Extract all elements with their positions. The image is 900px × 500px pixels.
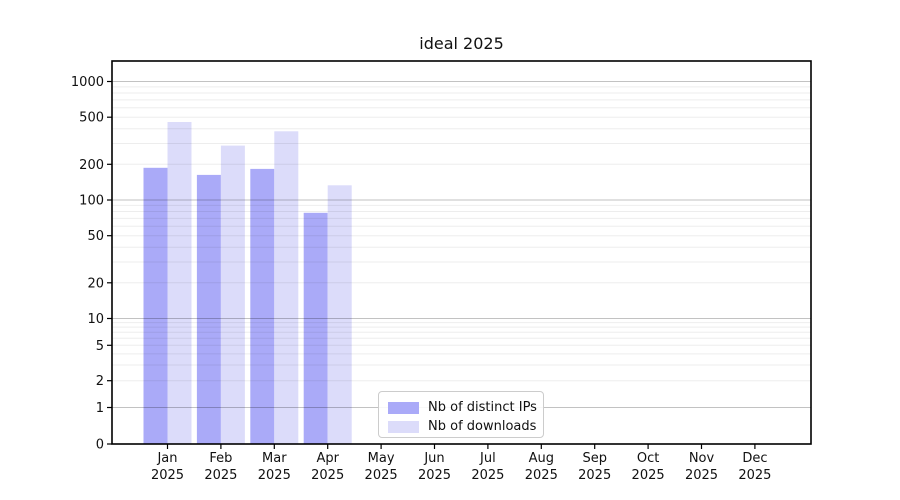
y-tick-label: 100 [79, 194, 104, 209]
bar-downloads-jan [167, 122, 192, 444]
x-tick-label-year: 2025 [525, 468, 558, 483]
y-tick-label: 50 [87, 229, 104, 244]
x-tick-label-month: Nov [689, 451, 715, 466]
bar-distinct-ips-feb [196, 174, 221, 444]
x-tick-label-month: Oct [637, 451, 659, 466]
x-tick-label-month: Dec [742, 451, 767, 466]
legend-swatch-downloads [388, 420, 419, 433]
x-tick-label-year: 2025 [258, 468, 291, 483]
bar-downloads-apr [327, 185, 352, 445]
y-tick-label: 500 [79, 111, 104, 126]
x-tick-label-month: Jun [423, 451, 444, 466]
x-tick-label-month: Jul [479, 451, 496, 466]
bar-distinct-ips-jan [143, 167, 168, 445]
bar-distinct-ips-apr [303, 212, 328, 444]
y-tick-label: 1000 [71, 75, 104, 90]
y-tick-label: 5 [96, 339, 104, 354]
x-tick-label-year: 2025 [632, 468, 665, 483]
x-tick-label-year: 2025 [685, 468, 718, 483]
legend-label-downloads: Nb of downloads [428, 419, 537, 434]
bar-downloads-mar [274, 131, 299, 445]
x-tick-label-month: Feb [209, 451, 232, 466]
x-tick-label-year: 2025 [418, 468, 451, 483]
x-tick-label-year: 2025 [738, 468, 771, 483]
y-tick-label: 2 [96, 374, 104, 389]
x-tick-label-year: 2025 [151, 468, 184, 483]
legend: Nb of distinct IPs Nb of downloads [378, 391, 544, 438]
legend-item-downloads: Nb of downloads [379, 417, 543, 436]
x-tick-label-month: Sep [582, 451, 607, 466]
plot-border [111, 60, 812, 445]
bar-downloads-feb [220, 145, 245, 444]
x-tick-label-month: Mar [262, 451, 287, 466]
y-tick-label: 20 [87, 276, 104, 291]
x-tick-label-year: 2025 [311, 468, 344, 483]
x-tick-label-month: May [368, 451, 395, 466]
x-tick-label-month: Jan [156, 451, 177, 466]
y-tick-label: 0 [96, 438, 104, 453]
legend-label-distinct-ips: Nb of distinct IPs [428, 400, 537, 415]
legend-swatch-distinct-ips [388, 401, 419, 414]
y-tick-label: 1 [96, 401, 104, 416]
legend-item-distinct-ips: Nb of distinct IPs [379, 398, 543, 417]
x-tick-label-month: Apr [316, 451, 339, 466]
x-tick-label-year: 2025 [204, 468, 237, 483]
bar-distinct-ips-mar [250, 168, 275, 444]
y-tick-label: 200 [79, 158, 104, 173]
x-tick-label-month: Aug [529, 451, 554, 466]
x-tick-label-year: 2025 [471, 468, 504, 483]
y-tick-label: 10 [87, 312, 104, 327]
x-tick-label-year: 2025 [365, 468, 398, 483]
chart-title: ideal 2025 [419, 34, 504, 53]
x-tick-label-year: 2025 [578, 468, 611, 483]
